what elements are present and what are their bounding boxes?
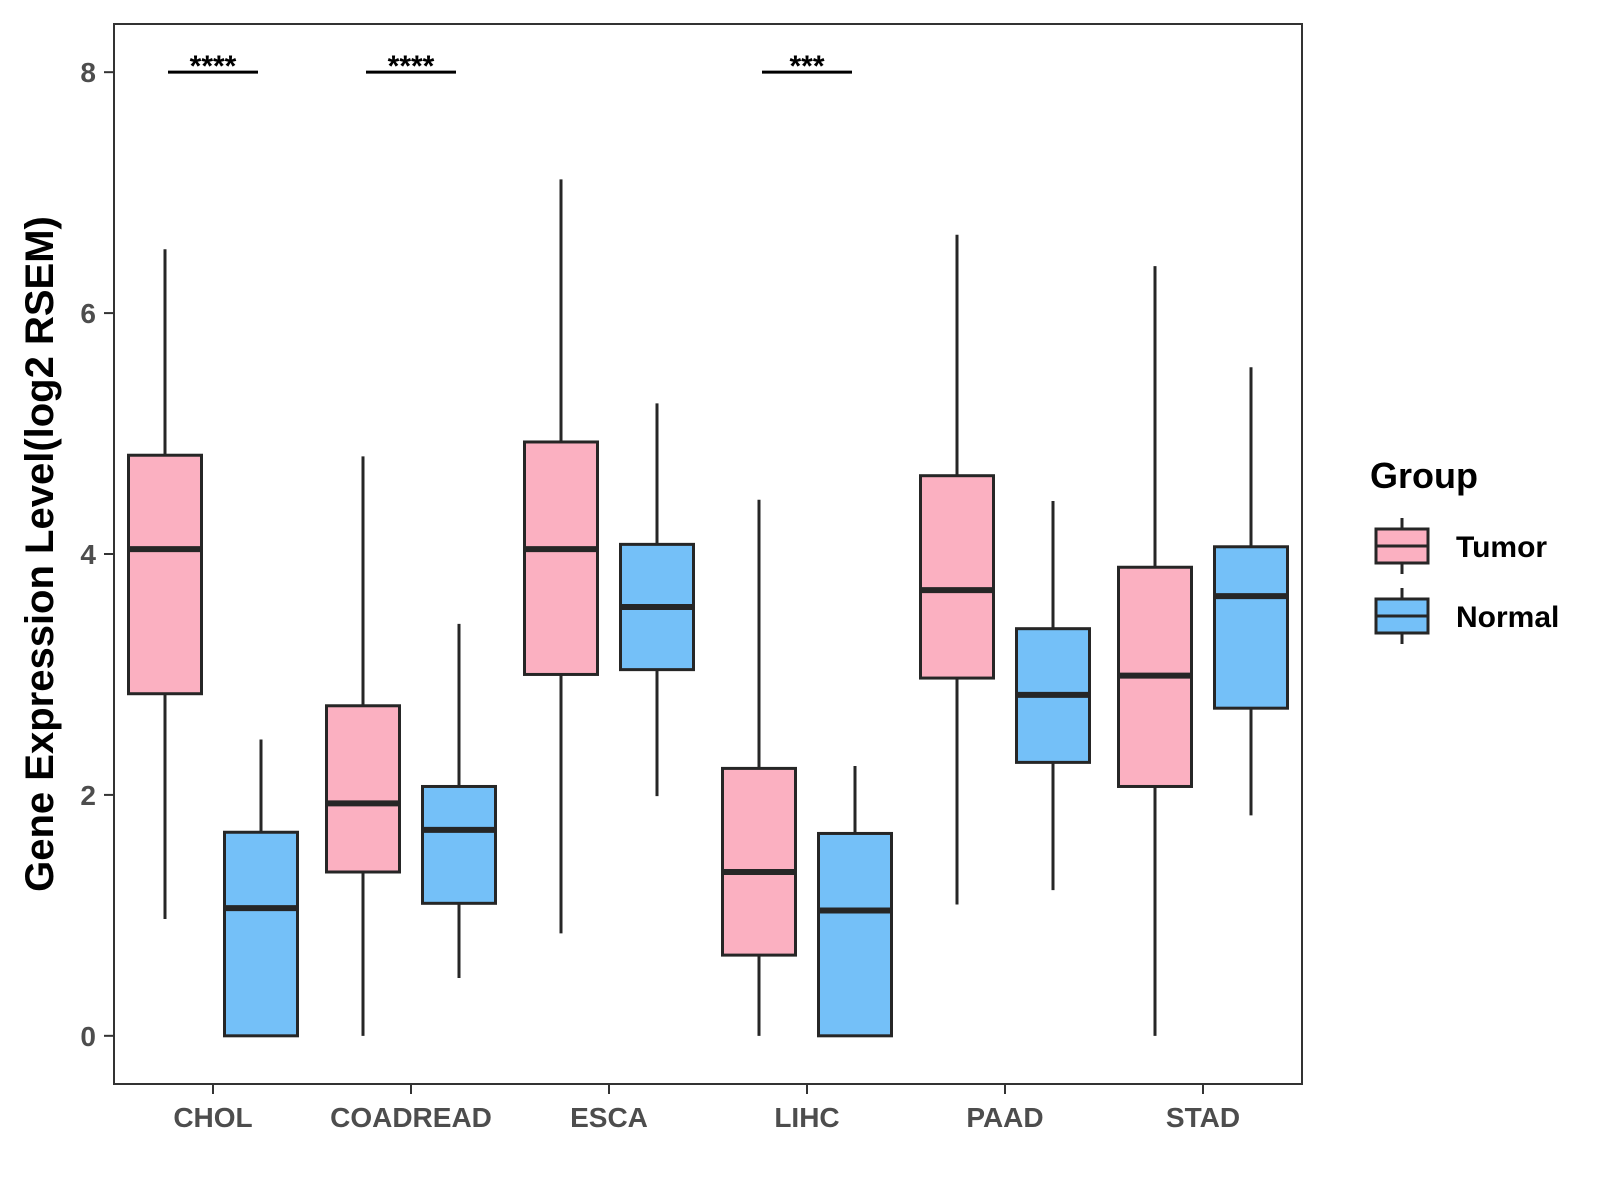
box-tumor-stad bbox=[1117, 266, 1193, 1036]
y-tick-label: 6 bbox=[80, 298, 96, 329]
x-tick-label: CHOL bbox=[173, 1102, 252, 1133]
box-iqr bbox=[817, 831, 893, 1038]
y-tick-label: 8 bbox=[80, 57, 96, 88]
y-tick-label: 0 bbox=[80, 1021, 96, 1052]
box-iqr bbox=[523, 440, 599, 676]
box-normal-coadread bbox=[421, 623, 497, 978]
y-tick-label: 2 bbox=[80, 780, 96, 811]
legend-title: Group bbox=[1370, 455, 1478, 496]
x-tick-label: PAAD bbox=[966, 1102, 1043, 1133]
significance-label: **** bbox=[388, 50, 435, 83]
x-tick-label: STAD bbox=[1166, 1102, 1240, 1133]
box-series bbox=[127, 179, 1289, 1038]
box-tumor-chol bbox=[127, 249, 203, 919]
box-iqr bbox=[1213, 545, 1289, 710]
x-tick-label: COADREAD bbox=[330, 1102, 492, 1133]
box-tumor-esca bbox=[523, 179, 599, 934]
y-axis: 0 2 4 6 8 bbox=[80, 57, 114, 1052]
series-normal bbox=[223, 367, 1289, 1038]
x-axis: CHOL COADREAD ESCA LIHC PAAD STAD bbox=[173, 1084, 1240, 1133]
box-normal-chol bbox=[223, 739, 299, 1038]
legend: Group Tumor Normal bbox=[1370, 455, 1559, 644]
box-normal-lihc bbox=[817, 766, 893, 1038]
significance-label: *** bbox=[789, 50, 824, 83]
box-normal-paad bbox=[1015, 501, 1091, 891]
significance-label: **** bbox=[190, 50, 237, 83]
legend-label: Tumor bbox=[1456, 531, 1547, 564]
legend-item-tumor: Tumor bbox=[1374, 518, 1547, 574]
plot-panel bbox=[113, 23, 1303, 1085]
y-tick-label: 4 bbox=[80, 539, 96, 570]
significance-annotations: **** **** *** bbox=[168, 50, 852, 83]
box-tumor-paad bbox=[919, 234, 995, 905]
legend-label: Normal bbox=[1456, 601, 1559, 634]
box-iqr bbox=[421, 784, 497, 905]
x-tick-label: LIHC bbox=[774, 1102, 839, 1133]
box-iqr bbox=[919, 474, 995, 680]
box-normal-esca bbox=[619, 403, 695, 797]
box-iqr bbox=[223, 830, 299, 1038]
box-iqr bbox=[721, 766, 797, 957]
x-tick-label: ESCA bbox=[570, 1102, 648, 1133]
box-normal-stad bbox=[1213, 367, 1289, 816]
box-tumor-lihc bbox=[721, 499, 797, 1036]
legend-item-normal: Normal bbox=[1374, 588, 1559, 644]
box-tumor-coadread bbox=[325, 456, 401, 1036]
y-axis-title: Gene Expression Level(log2 RSEM) bbox=[18, 216, 62, 892]
box-iqr bbox=[127, 453, 203, 696]
series-tumor bbox=[127, 179, 1193, 1036]
box-iqr bbox=[325, 704, 401, 874]
